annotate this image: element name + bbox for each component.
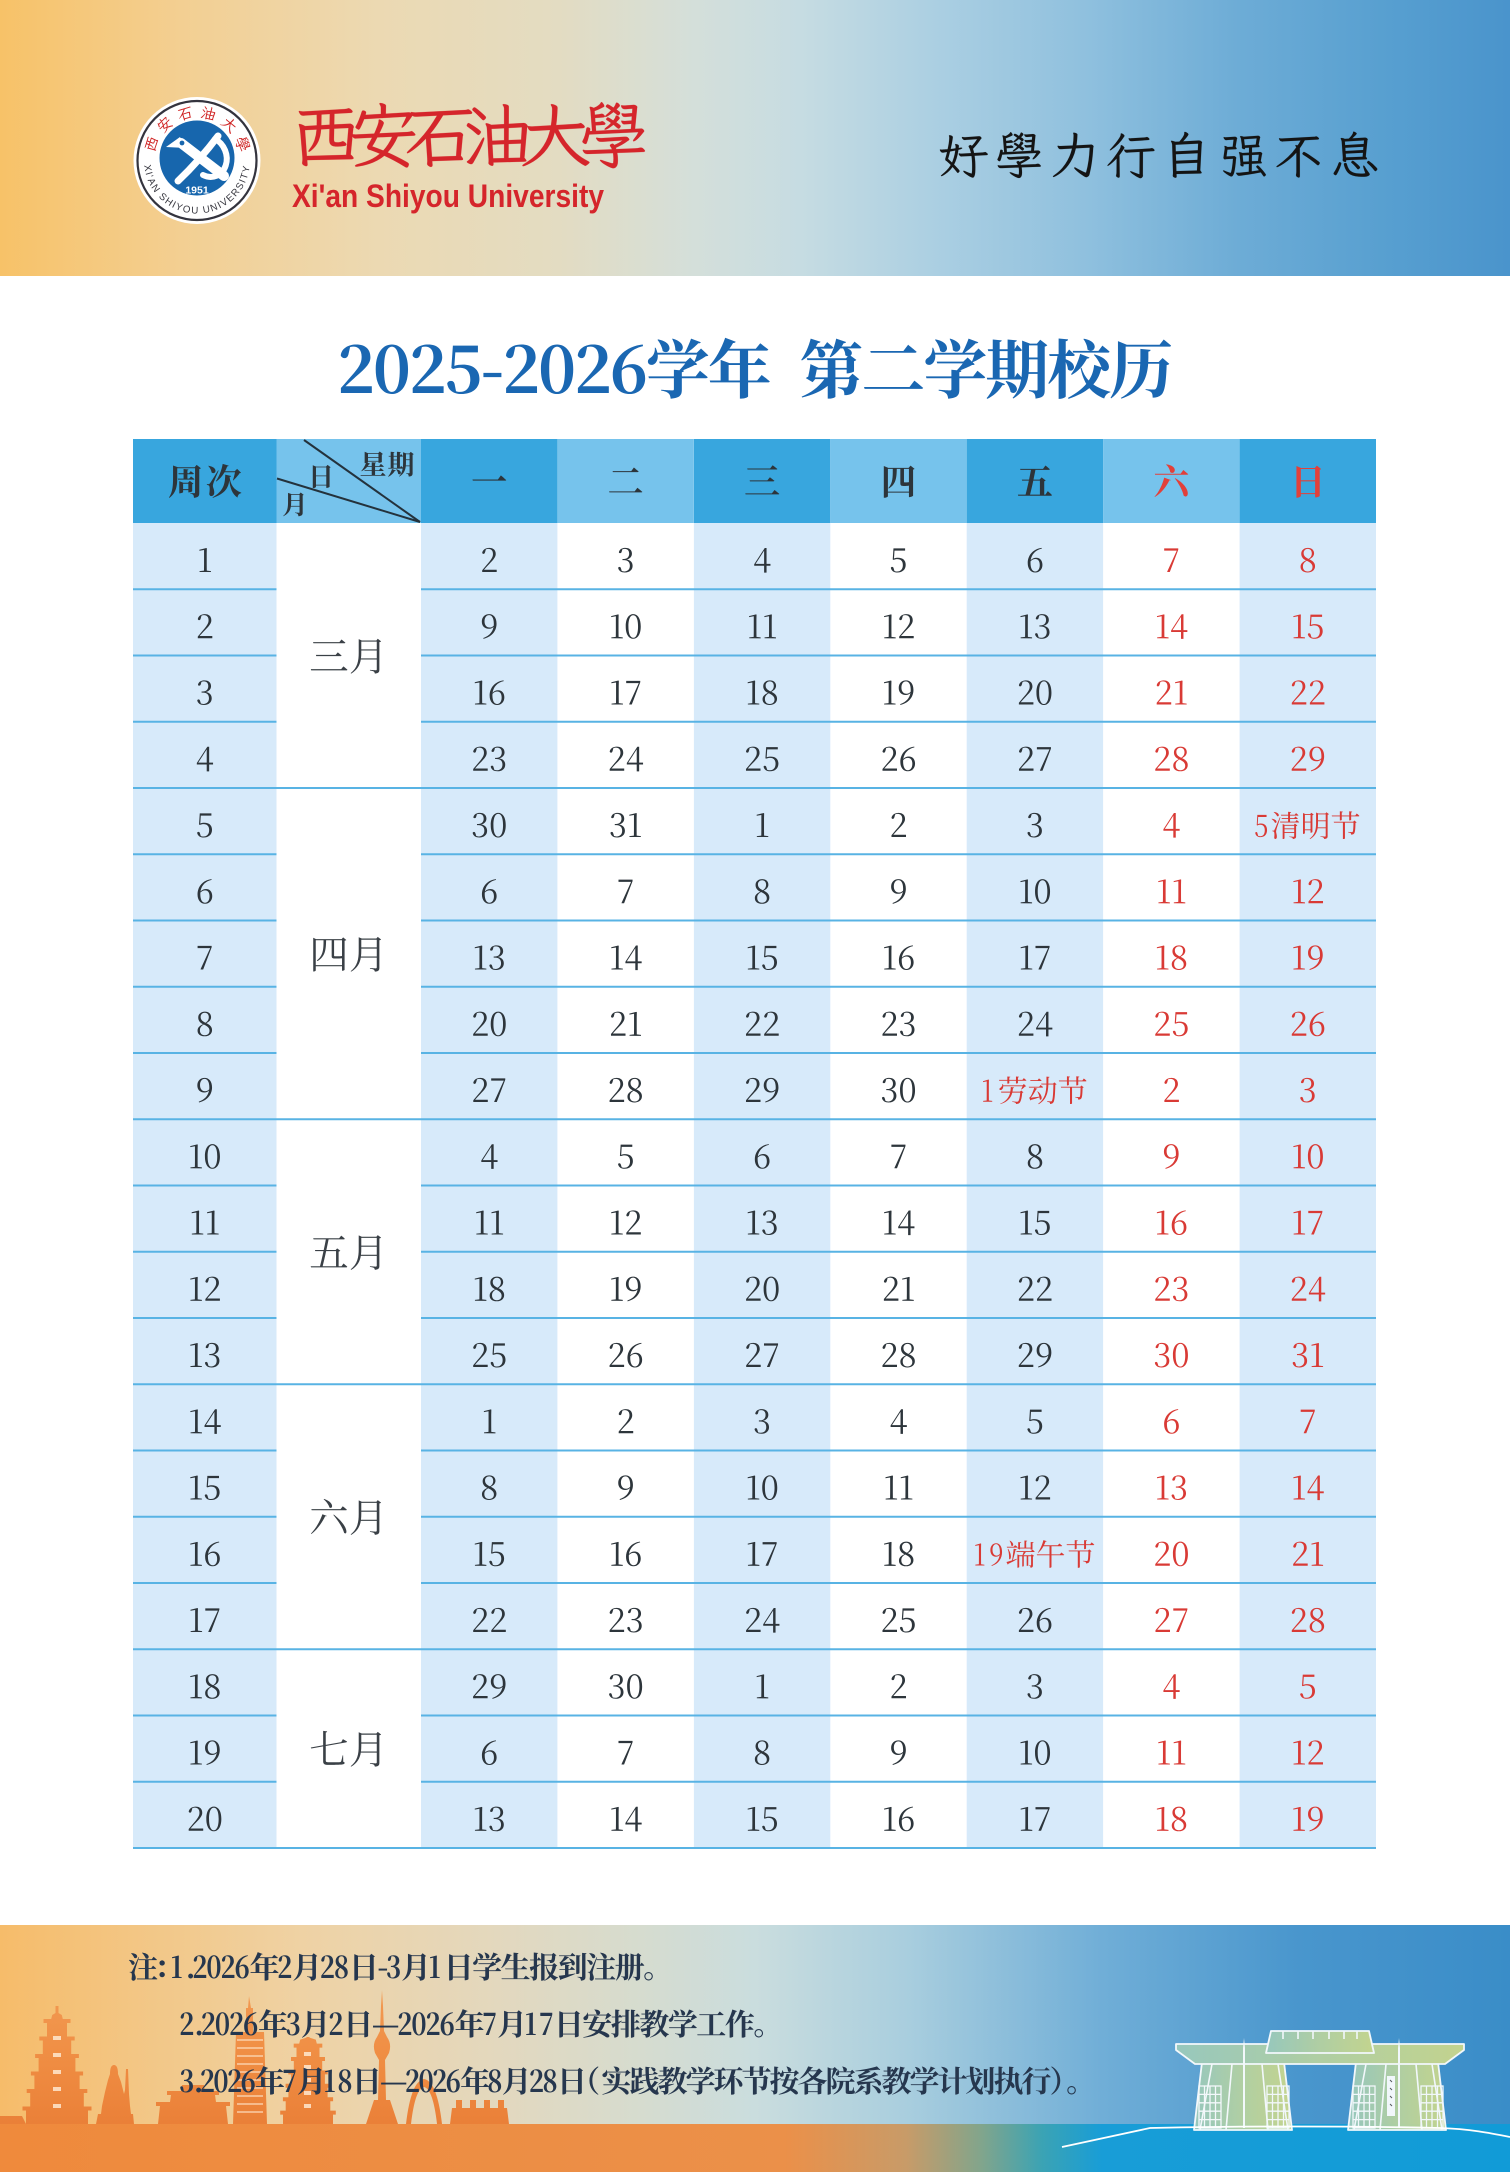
svg-text:1951: 1951	[185, 185, 209, 197]
svg-text:Xi'an Shiyou University: Xi'an Shiyou University	[292, 178, 604, 214]
